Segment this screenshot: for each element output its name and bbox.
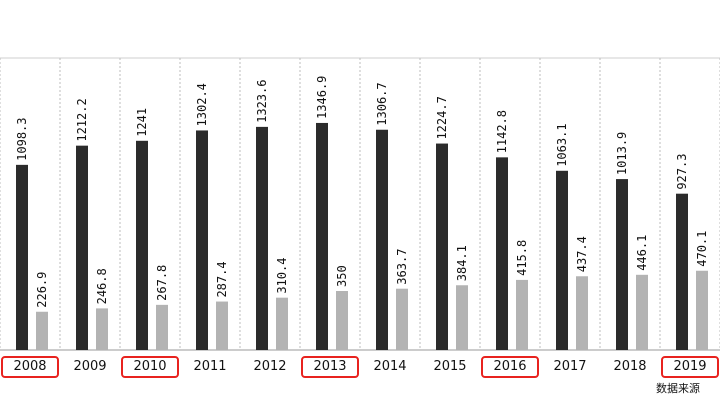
value-label-light-2014: 363.7 [395, 249, 409, 285]
bar-light-2018 [636, 274, 648, 350]
value-label-dark-2016: 1142.8 [495, 110, 509, 153]
x-tick-label-2014: 2014 [373, 359, 407, 374]
x-tick-label-2018: 2018 [613, 359, 647, 374]
x-tick-label-2009: 2009 [73, 359, 107, 374]
x-tick-label-2008: 2008 [1, 356, 59, 378]
bar-light-2017 [576, 276, 588, 350]
bar-light-2012 [276, 297, 288, 350]
bar-dark-2011 [196, 130, 208, 350]
bar-light-2011 [216, 301, 228, 350]
value-label-light-2009: 246.8 [95, 268, 109, 304]
value-label-dark-2011: 1302.4 [195, 83, 209, 126]
value-label-dark-2012: 1323.6 [255, 80, 269, 123]
value-label-dark-2009: 1212.2 [75, 98, 89, 141]
value-label-dark-2019: 927.3 [675, 154, 689, 190]
bar-light-2009 [96, 308, 108, 350]
value-label-light-2017: 437.4 [575, 236, 589, 272]
x-tick-label-2015: 2015 [433, 359, 467, 374]
value-label-dark-2018: 1013.9 [615, 132, 629, 175]
value-label-light-2016: 415.8 [515, 240, 529, 276]
bar-dark-2008 [16, 164, 28, 350]
x-tick-label-2010: 2010 [121, 356, 179, 378]
bar-dark-2009 [76, 145, 88, 350]
value-label-dark-2013: 1346.9 [315, 76, 329, 119]
value-label-light-2018: 446.1 [635, 235, 649, 271]
bar-light-2010 [156, 304, 168, 350]
bar-dark-2019 [676, 193, 688, 350]
value-label-light-2012: 310.4 [275, 258, 289, 294]
x-tick-label-2019: 2019 [661, 356, 719, 378]
value-label-light-2011: 287.4 [215, 261, 229, 297]
bar-dark-2017 [556, 170, 568, 350]
value-label-light-2019: 470.1 [695, 231, 709, 267]
bar-light-2015 [456, 285, 468, 350]
source-note: 数据来源 [656, 382, 700, 395]
bar-dark-2010 [136, 140, 148, 350]
bar-dark-2018 [616, 179, 628, 350]
bar-dark-2014 [376, 129, 388, 350]
bar-dark-2016 [496, 157, 508, 350]
value-label-dark-2010: 1241 [135, 108, 149, 137]
bar-dark-2015 [436, 143, 448, 350]
bar-dark-2012 [256, 126, 268, 350]
bar-dark-2013 [316, 122, 328, 350]
value-label-light-2015: 384.1 [455, 245, 469, 281]
value-label-dark-2008: 1098.3 [15, 117, 29, 160]
bar-light-2016 [516, 279, 528, 350]
value-label-dark-2014: 1306.7 [375, 82, 389, 125]
x-tick-label-2017: 2017 [553, 359, 587, 374]
value-label-light-2010: 267.8 [155, 265, 169, 301]
value-label-light-2013: 350 [335, 265, 349, 287]
bar-light-2013 [336, 291, 348, 350]
bar-light-2019 [696, 270, 708, 350]
x-tick-label-2011: 2011 [193, 359, 227, 374]
value-label-light-2008: 226.9 [35, 272, 49, 308]
x-tick-label-2013: 2013 [301, 356, 359, 378]
x-tick-label-2016: 2016 [481, 356, 539, 378]
value-label-dark-2015: 1224.7 [435, 96, 449, 139]
x-tick-label-2012: 2012 [253, 359, 287, 374]
bar-light-2014 [396, 288, 408, 350]
value-label-dark-2017: 1063.1 [555, 123, 569, 166]
bar-light-2008 [36, 311, 48, 350]
